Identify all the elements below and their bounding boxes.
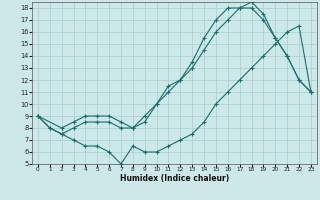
X-axis label: Humidex (Indice chaleur): Humidex (Indice chaleur) [120, 174, 229, 183]
